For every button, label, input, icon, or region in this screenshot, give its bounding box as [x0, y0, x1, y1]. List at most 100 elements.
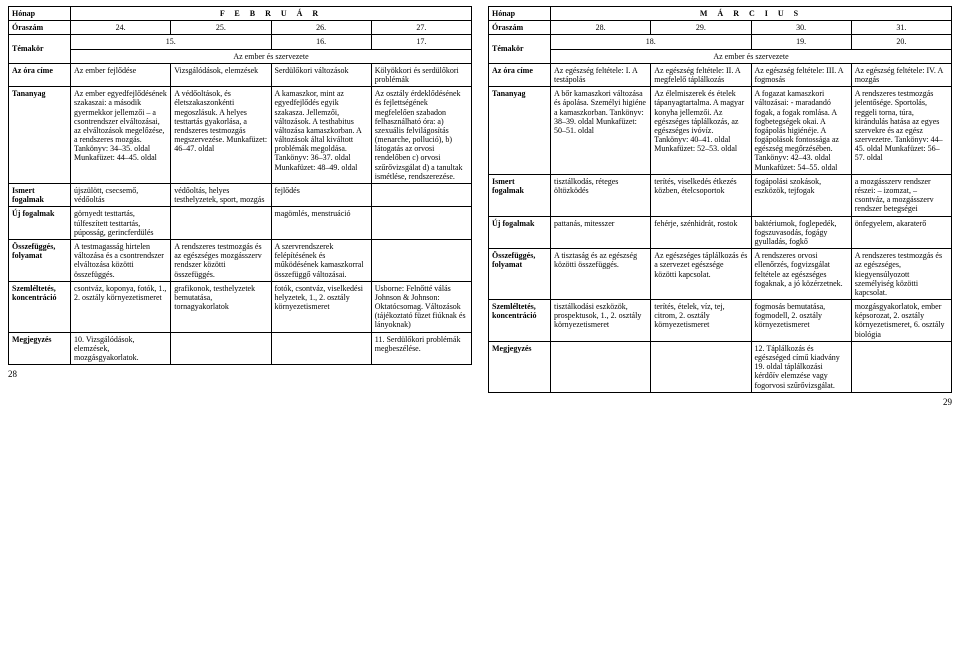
oraszam-cell: 29.	[651, 21, 751, 35]
page-number: 29	[488, 397, 952, 407]
temakor-num: 20.	[851, 35, 951, 49]
row-temakor-band: Az ember és szervezete	[489, 49, 952, 63]
szemleltetes-cell: Usborne: Felnőtté válás Johnson & Johnso…	[371, 281, 471, 332]
month-title: M Á R C I U S	[551, 7, 952, 21]
megjegyzes-cell: 10. Vizsgálódások, elemzések, mozgásgyak…	[71, 332, 171, 365]
label-megjegyzes: Megjegyzés	[489, 341, 551, 392]
label-szemleltetes: Szemléltetés, koncentráció	[489, 300, 551, 342]
label-oraszam: Óraszám	[489, 21, 551, 35]
row-ismert: Ismert fogalmak újszülött, csecsemő, véd…	[9, 184, 472, 207]
label-honap: Hónap	[489, 7, 551, 21]
osszef-cell: A rendszeres testmozgás és az egészséges…	[171, 239, 271, 281]
megjegyzes-cell: 12. Táplálkozás és egészséged című kiadv…	[751, 341, 851, 392]
oraszam-cell: 26.	[271, 21, 371, 35]
row-tananyag: Tananyag A bőr kamaszkori változása és á…	[489, 87, 952, 175]
uj-cell: görnyedt testtartás, túlfeszített testta…	[71, 207, 171, 240]
osszef-cell	[371, 239, 471, 281]
row-honap: Hónap M Á R C I U S	[489, 7, 952, 21]
page-right: Hónap M Á R C I U S Óraszám 28. 29. 30. …	[488, 6, 952, 407]
szemleltetes-cell: tisztálkodási eszközök, prospektusok, 1.…	[551, 300, 651, 342]
megjegyzes-cell	[271, 332, 371, 365]
month-title: F E B R U Á R	[71, 7, 472, 21]
label-megjegyzes: Megjegyzés	[9, 332, 71, 365]
uj-cell: önfegyelem, akaraterő	[851, 216, 951, 249]
megjegyzes-cell	[851, 341, 951, 392]
ismert-cell	[371, 184, 471, 207]
row-oraszam: Óraszám 28. 29. 30. 31.	[489, 21, 952, 35]
uj-cell: fehérje, szénhidrát, rostok	[651, 216, 751, 249]
szemleltetes-cell: mozgásgyakorlatok, ember képsorozat, 2. …	[851, 300, 951, 342]
szemleltetes-cell: fotók, csontváz, viselkedési helyzetek, …	[271, 281, 371, 332]
ismert-cell: tisztálkodás, réteges öltözködés	[551, 174, 651, 216]
temakor-num: 19.	[751, 35, 851, 49]
page-left: Hónap F E B R U Á R Óraszám 24. 25. 26. …	[8, 6, 472, 407]
label-oraszam: Óraszám	[9, 21, 71, 35]
temakor-num: 16.	[271, 35, 371, 49]
osszef-cell: A szervrendszerek felépítésének és működ…	[271, 239, 371, 281]
tananyag-cell: Az ember egyedfejlődésének szakaszai: a …	[71, 87, 171, 184]
oraszam-cell: 27.	[371, 21, 471, 35]
osszef-cell: A testmagasság hirtelen változása és a c…	[71, 239, 171, 281]
temakor-band: Az ember és szervezete	[71, 49, 472, 63]
ismert-cell: a mozgásszerv rendszer részei: – izomzat…	[851, 174, 951, 216]
row-ismert: Ismert fogalmak tisztálkodás, réteges öl…	[489, 174, 952, 216]
szemleltetes-cell: fogmosás bemutatása, fogmodell, 2. osztá…	[751, 300, 851, 342]
temakor-num: 15.	[71, 35, 272, 49]
ismert-cell: fejlődés	[271, 184, 371, 207]
row-oraszam: Óraszám 24. 25. 26. 27.	[9, 21, 472, 35]
oracime-cell: Az ember fejlődése	[71, 63, 171, 86]
label-osszef: Összefüggés, folyamat	[489, 249, 551, 300]
row-honap: Hónap F E B R U Á R	[9, 7, 472, 21]
label-uj: Új fogalmak	[489, 216, 551, 249]
uj-cell	[171, 207, 271, 240]
oracime-cell: Az egészség feltétele: IV. A mozgás	[851, 63, 951, 86]
megjegyzes-cell	[171, 332, 271, 365]
row-oracime: Az óra címe Az ember fejlődése Vizsgálód…	[9, 63, 472, 86]
ismert-cell: védőoltás, helyes testhelyzetek, sport, …	[171, 184, 271, 207]
label-oracime: Az óra címe	[9, 63, 71, 86]
row-temakor-band: Az ember és szervezete	[9, 49, 472, 63]
uj-cell: magömlés, menstruáció	[271, 207, 371, 240]
label-osszef: Összefüggés, folyamat	[9, 239, 71, 281]
row-uj: Új fogalmak pattanás, mitesszer fehérje,…	[489, 216, 952, 249]
label-szemleltetes: Szemléltetés, koncentráció	[9, 281, 71, 332]
oraszam-cell: 24.	[71, 21, 171, 35]
szemleltetes-cell: terítés, ételek, víz, tej, citrom, 2. os…	[651, 300, 751, 342]
tananyag-cell: A rendszeres testmozgás jelentősége. Spo…	[851, 87, 951, 175]
oracime-cell: Az egészség feltétele: III. A fogmosás	[751, 63, 851, 86]
szemleltetes-cell: csontváz, koponya, fotók, 1., 2. osztály…	[71, 281, 171, 332]
label-oracime: Az óra címe	[489, 63, 551, 86]
tananyag-cell: Az élelmiszerek és ételek tápanyagtartal…	[651, 87, 751, 175]
megjegyzes-cell	[651, 341, 751, 392]
row-szemleltetes: Szemléltetés, koncentráció tisztálkodási…	[489, 300, 952, 342]
megjegyzes-cell: 11. Serdülőkori problémák megbeszélése.	[371, 332, 471, 365]
oraszam-cell: 31.	[851, 21, 951, 35]
label-tananyag: Tananyag	[489, 87, 551, 175]
temakor-num: 17.	[371, 35, 471, 49]
ismert-cell: újszülött, csecsemő, védőoltás	[71, 184, 171, 207]
oracime-cell: Serdülőkori változások	[271, 63, 371, 86]
uj-cell: baktériumok, foglepedék, fogszuvasodás, …	[751, 216, 851, 249]
label-temakor: Témakör	[9, 35, 71, 63]
osszef-cell: Az egészséges táplálkozás és a szervezet…	[651, 249, 751, 300]
tananyag-cell: A fogazat kamaszkori változásai: - marad…	[751, 87, 851, 175]
oraszam-cell: 28.	[551, 21, 651, 35]
tananyag-cell: A védőoltások, és életszakaszonkénti meg…	[171, 87, 271, 184]
label-uj: Új fogalmak	[9, 207, 71, 240]
temakor-band: Az ember és szervezete	[551, 49, 952, 63]
row-temakor-top: Témakör 18. 19. 20.	[489, 35, 952, 49]
osszef-cell: A rendszeres orvosi ellenőrzés, fogvizsg…	[751, 249, 851, 300]
row-megjegyzes: Megjegyzés 12. Táplálkozás és egészséged…	[489, 341, 952, 392]
label-tananyag: Tananyag	[9, 87, 71, 184]
ismert-cell: terítés, viselkedés étkezés közben, étel…	[651, 174, 751, 216]
uj-cell: pattanás, mitesszer	[551, 216, 651, 249]
row-osszef: Összefüggés, folyamat A testmagasság hir…	[9, 239, 472, 281]
label-temakor: Témakör	[489, 35, 551, 63]
curriculum-table-left: Hónap F E B R U Á R Óraszám 24. 25. 26. …	[8, 6, 472, 365]
tananyag-cell: Az osztály érdeklődésének és fejlettségé…	[371, 87, 471, 184]
oraszam-cell: 30.	[751, 21, 851, 35]
row-uj: Új fogalmak görnyedt testtartás, túlfesz…	[9, 207, 472, 240]
row-temakor-top: Témakör 15. 16. 17.	[9, 35, 472, 49]
oracime-cell: Vizsgálódások, elemzések	[171, 63, 271, 86]
megjegyzes-cell	[551, 341, 651, 392]
